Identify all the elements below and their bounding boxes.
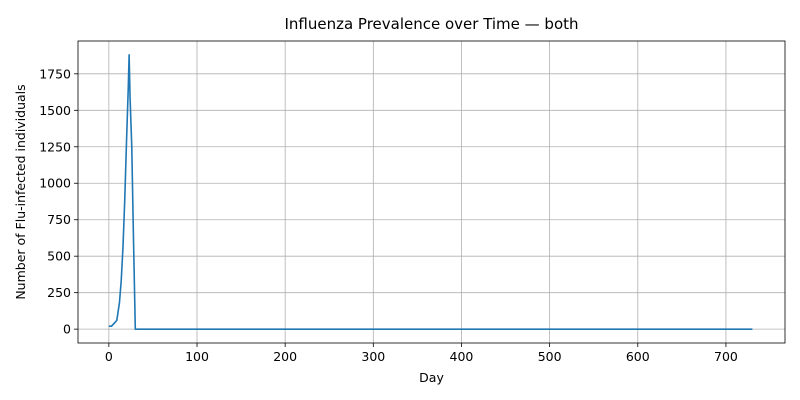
- y-tick-label: 1750: [39, 66, 71, 81]
- y-tick-label: 500: [47, 249, 71, 264]
- x-axis-label: Day: [419, 370, 444, 385]
- x-tick-label: 700: [714, 349, 738, 364]
- grid: [78, 41, 785, 343]
- x-axis-ticks: 0 100 200 300 400 500 600 700: [105, 343, 738, 364]
- y-tick-label: 1500: [39, 103, 71, 118]
- y-axis-ticks: 0 250 500 750 1000 1250 1500 1750: [39, 66, 78, 337]
- x-tick-label: 200: [273, 349, 297, 364]
- y-tick-label: 1250: [39, 139, 71, 154]
- y-tick-label: 1000: [39, 176, 71, 191]
- x-tick-label: 600: [626, 349, 650, 364]
- chart-title: Influenza Prevalence over Time — both: [284, 15, 578, 33]
- series-line: [108, 54, 753, 330]
- plot-frame: [77, 40, 786, 344]
- y-tick-label: 250: [47, 285, 71, 300]
- y-tick-label: 750: [47, 212, 71, 227]
- x-tick-label: 0: [105, 349, 113, 364]
- x-tick-label: 400: [450, 349, 474, 364]
- series-layer: [108, 54, 753, 330]
- x-tick-label: 100: [185, 349, 209, 364]
- x-tick-label: 500: [538, 349, 562, 364]
- y-axis-label: Number of Flu-infected individuals: [13, 84, 28, 299]
- x-tick-label: 300: [361, 349, 385, 364]
- y-tick-label: 0: [63, 322, 71, 337]
